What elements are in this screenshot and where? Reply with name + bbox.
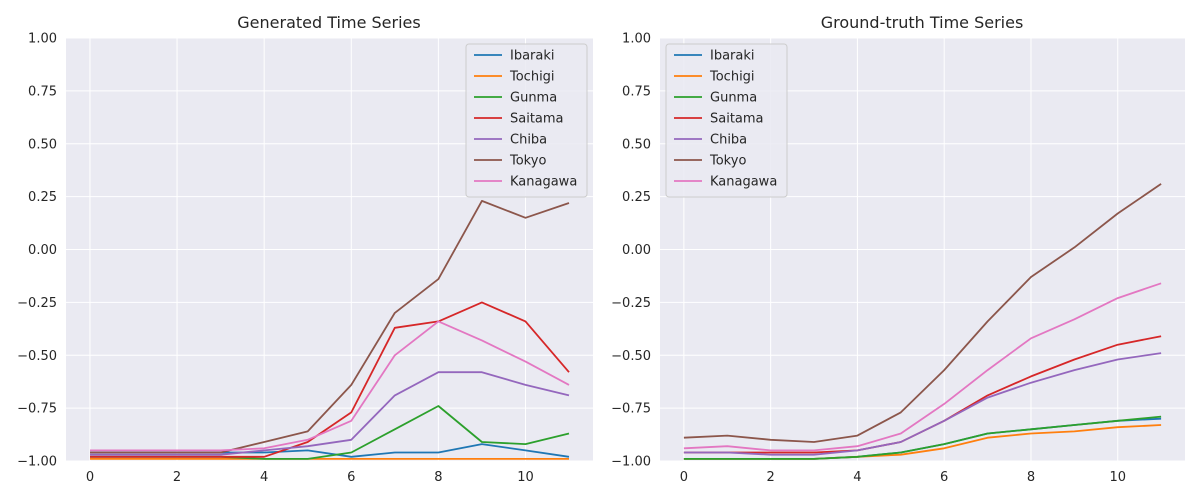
ground-truth-legend-label: Tochigi [709, 70, 755, 85]
ground-truth-legend: Ibaraki Tochigi Gunma Saitama Chiba Tokyo Kana… [665, 43, 788, 198]
generated-x-tick-label: 10 [517, 470, 534, 485]
generated-y-tick-label: 1.00 [28, 32, 57, 47]
generated-y-tick-label: −0.50 [17, 349, 57, 364]
ground-truth-chart-panel: Ground-truth Time Series 1.00 0.75 0.50 0.2… [611, 13, 1185, 485]
generated-x-tick-label: 0 [86, 470, 94, 485]
ground-truth-x-tick-label: 4 [853, 470, 861, 485]
ground-truth-legend-label: Tokyo [709, 154, 746, 169]
generated-legend-label: Tokyo [509, 154, 546, 169]
ground-truth-y-tick-label: 0.50 [622, 137, 651, 152]
generated-legend-label: Gunma [510, 91, 557, 106]
generated-y-tick-label: 0.50 [28, 137, 57, 152]
ground-truth-y-tick-label: −0.25 [611, 296, 651, 311]
generated-x-tick-label: 4 [260, 470, 268, 485]
ground-truth-legend-label: Ibaraki [710, 49, 755, 64]
ground-truth-x-tick-label: 2 [766, 470, 774, 485]
generated-y-tick-label: 0.00 [28, 243, 57, 258]
generated-series-line-saitama [90, 301, 570, 458]
ground-truth-y-tick-label: 0.75 [622, 84, 651, 99]
ground-truth-chart-title: Ground-truth Time Series [821, 13, 1024, 32]
ground-truth-x-tick-label: 10 [1109, 470, 1126, 485]
ground-truth-series-line-chiba [683, 352, 1162, 456]
generated-legend-label: Tochigi [509, 70, 555, 85]
ground-truth-legend-box [665, 43, 788, 198]
generated-x-tick-label: 2 [173, 470, 181, 485]
generated-series-line-chiba [90, 371, 570, 456]
generated-x-tick-label: 8 [434, 470, 442, 485]
generated-chart-panel: Generated Time Series 1.00 0.75 0.50 0.25 0.… [17, 13, 593, 485]
ground-truth-x-tick-label: 0 [680, 470, 688, 485]
generated-series-line-kanagawa [90, 320, 570, 452]
generated-legend-label: Ibaraki [510, 49, 555, 64]
generated-legend-box [465, 43, 588, 198]
generated-series-line-tokyo [90, 199, 570, 454]
ground-truth-y-tick-label: −1.00 [611, 455, 651, 470]
generated-y-tick-label: −0.75 [17, 402, 57, 417]
ground-truth-y-tick-label: 0.00 [622, 243, 651, 258]
ground-truth-y-tick-label: −0.75 [611, 402, 651, 417]
generated-y-tick-label: 0.25 [28, 190, 57, 205]
generated-legend-label: Saitama [510, 112, 564, 127]
ground-truth-series-line-tokyo [683, 183, 1162, 443]
ground-truth-y-tick-label: 0.25 [622, 190, 651, 205]
ground-truth-legend-label: Kanagawa [710, 175, 777, 190]
ground-truth-y-tick-label: −0.50 [611, 349, 651, 364]
ground-truth-legend-label: Gunma [710, 91, 757, 106]
generated-y-tick-label: −0.25 [17, 296, 57, 311]
ground-truth-series-line-kanagawa [683, 282, 1162, 452]
generated-y-tick-label: 0.75 [28, 84, 57, 99]
generated-legend-label: Kanagawa [510, 175, 577, 190]
ground-truth-y-tick-label: 1.00 [622, 32, 651, 47]
ground-truth-legend-label: Saitama [710, 112, 764, 127]
ground-truth-legend-label: Chiba [710, 133, 747, 148]
ground-truth-series-line-gunma [683, 415, 1162, 460]
ground-truth-x-tick-label: 8 [1027, 470, 1035, 485]
ground-truth-x-tick-label: 6 [940, 470, 948, 485]
generated-x-tick-label: 6 [347, 470, 355, 485]
generated-chart-title: Generated Time Series [237, 13, 420, 32]
generated-legend: Ibaraki Tochigi Gunma Saitama Chiba Tokyo Kana… [465, 43, 588, 198]
generated-y-tick-label: −1.00 [17, 455, 57, 470]
generated-legend-label: Chiba [510, 133, 547, 148]
